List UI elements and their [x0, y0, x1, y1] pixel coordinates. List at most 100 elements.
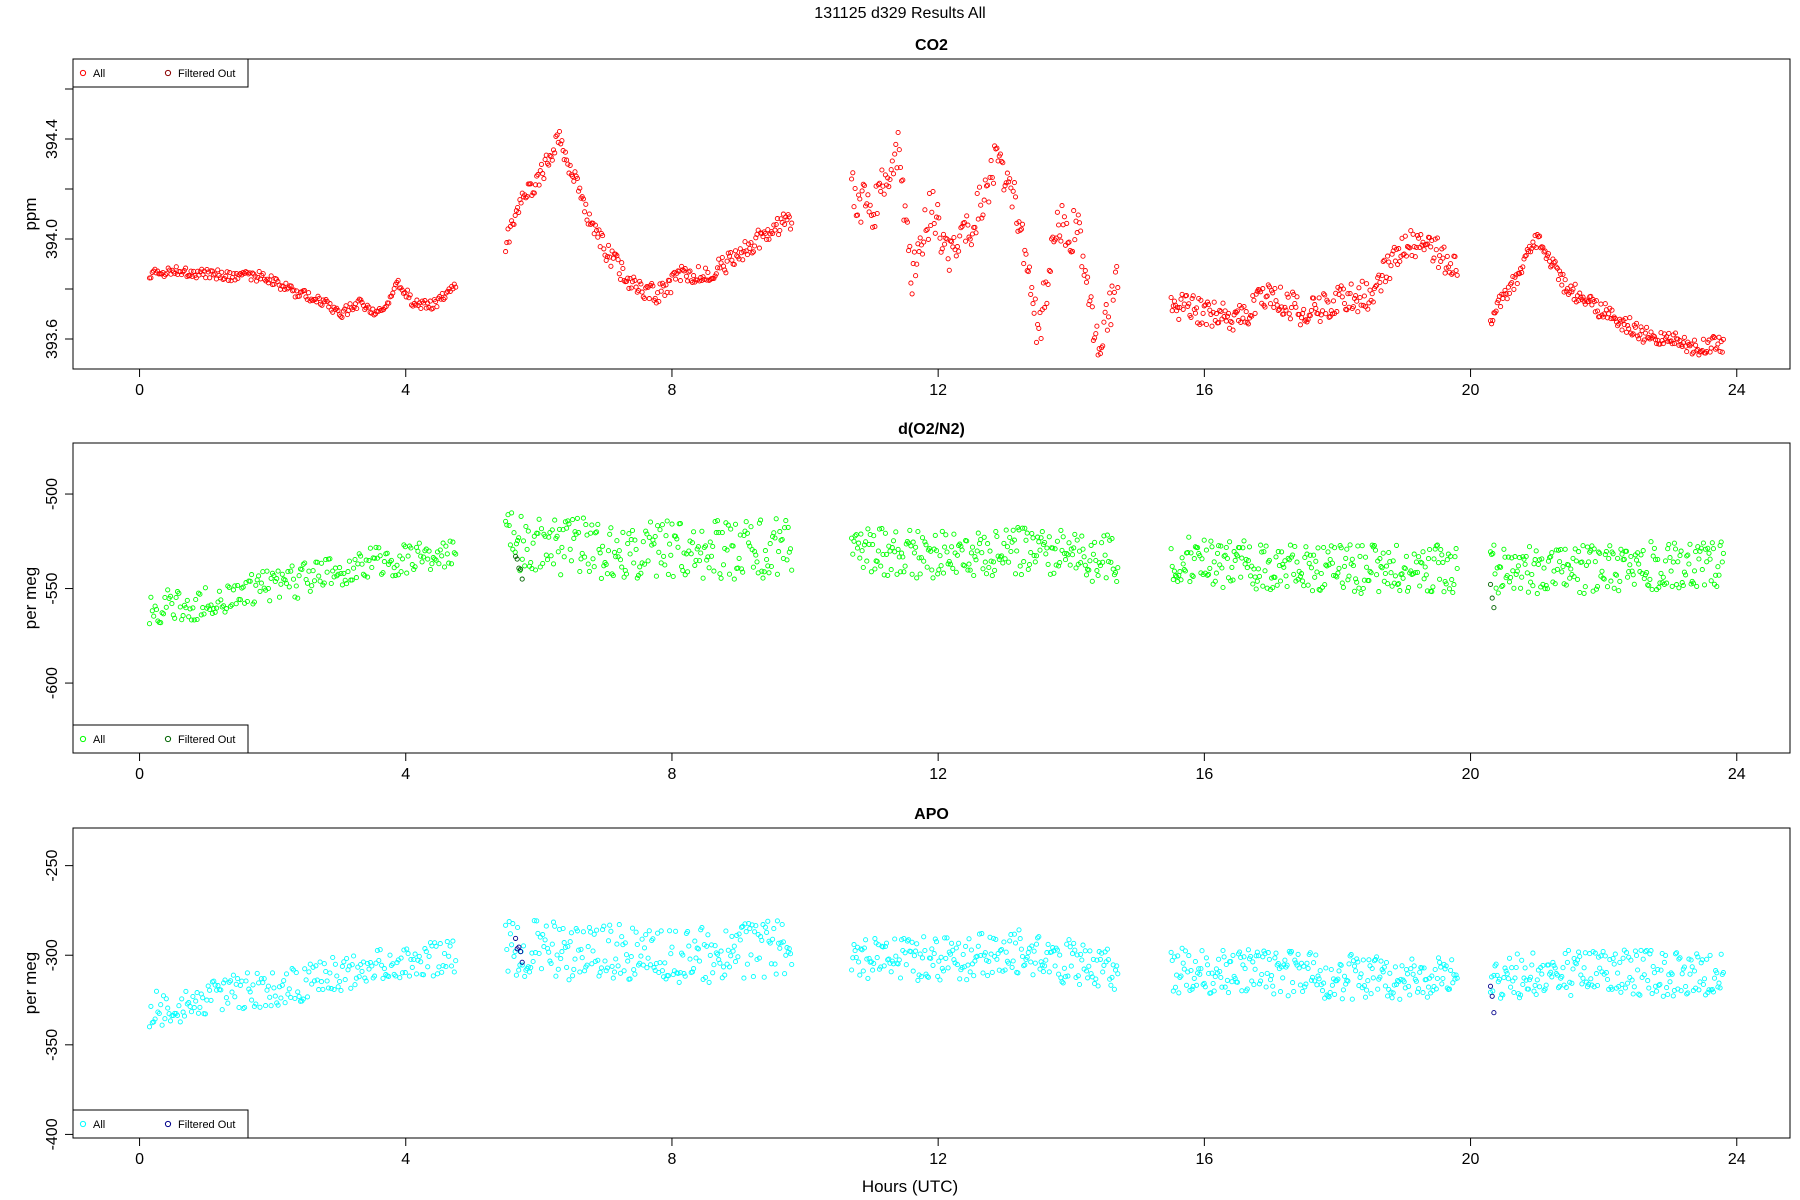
- data-point: [1700, 336, 1706, 342]
- data-point: [1267, 977, 1274, 983]
- data-point: [716, 530, 722, 536]
- data-point: [871, 960, 877, 967]
- data-point: [295, 595, 301, 601]
- data-point: [950, 565, 956, 571]
- data-point: [625, 958, 631, 964]
- data-point: [861, 542, 867, 548]
- data-point: [871, 533, 877, 539]
- data-point: [1104, 327, 1110, 333]
- data-point: [753, 552, 759, 558]
- data-point: [992, 567, 998, 573]
- data-point: [736, 555, 742, 561]
- data-point: [538, 161, 545, 167]
- data-point: [1072, 531, 1078, 537]
- data-point: [1421, 576, 1427, 582]
- data-point: [849, 967, 855, 973]
- data-point: [740, 257, 746, 263]
- data-point: [1630, 331, 1636, 337]
- data-point: [1244, 565, 1250, 571]
- data-point: [1420, 990, 1426, 996]
- data-point: [937, 553, 943, 559]
- data-point: [1189, 986, 1195, 992]
- data-point: [1381, 578, 1387, 584]
- data-point: [1056, 563, 1062, 569]
- data-point: [782, 525, 788, 531]
- data-point: [522, 563, 528, 569]
- data-point: [1516, 995, 1523, 1001]
- data-point: [1213, 311, 1219, 317]
- data-point: [1508, 574, 1514, 581]
- data-point: [1718, 951, 1724, 957]
- data-point: [1172, 984, 1179, 990]
- data-point: [900, 554, 906, 560]
- data-point: [1375, 275, 1381, 281]
- data-point: [687, 268, 693, 274]
- data-point: [226, 584, 232, 590]
- data-point: [714, 951, 721, 957]
- data-point: [1620, 955, 1626, 961]
- data-point: [1056, 971, 1062, 977]
- data-point: [942, 241, 948, 247]
- data-point: [1339, 996, 1345, 1002]
- data-point: [849, 535, 855, 541]
- data-point: [668, 552, 674, 558]
- data-point: [752, 243, 758, 249]
- data-point: [439, 969, 445, 975]
- data-point: [1709, 540, 1715, 546]
- data-point: [616, 548, 622, 554]
- data-point: [868, 212, 874, 218]
- data-point: [777, 529, 783, 535]
- data-point: [1658, 570, 1664, 576]
- data-point: [1705, 990, 1711, 996]
- data-point: [661, 553, 667, 559]
- data-point: [625, 275, 631, 281]
- data-point: [335, 571, 341, 577]
- data-point: [738, 924, 745, 930]
- data-point: [344, 581, 350, 587]
- data-point: [565, 161, 571, 167]
- data-point: [258, 580, 264, 586]
- data-point: [683, 273, 689, 279]
- data-point: [327, 556, 333, 562]
- data-point: [1354, 956, 1360, 962]
- data-point: [1388, 570, 1394, 576]
- data-point: [1026, 562, 1033, 568]
- data-point: [686, 943, 692, 949]
- data-point: [514, 556, 520, 562]
- data-point: [550, 561, 557, 567]
- data-point: [1095, 983, 1101, 989]
- data-point: [427, 566, 434, 573]
- data-point: [926, 545, 933, 552]
- data-point: [433, 557, 439, 563]
- data-point: [1346, 573, 1352, 579]
- data-point: [1717, 348, 1723, 355]
- data-point: [1038, 535, 1044, 541]
- legend-label: All: [93, 68, 105, 80]
- data-point: [732, 959, 739, 965]
- data-point: [1686, 561, 1692, 567]
- data-point: [1642, 949, 1648, 955]
- data-point: [852, 533, 858, 539]
- data-point: [1175, 953, 1181, 959]
- data-point: [651, 965, 657, 971]
- data-point: [409, 562, 415, 568]
- data-point: [1301, 306, 1307, 312]
- data-point: [1358, 590, 1364, 596]
- data-point: [730, 543, 736, 549]
- data-point: [915, 977, 921, 983]
- data-point: [1341, 300, 1348, 307]
- data-point: [1100, 343, 1106, 349]
- data-point: [1372, 283, 1379, 290]
- data-point: [1104, 946, 1110, 952]
- data-point: [403, 294, 409, 300]
- data-point: [148, 1003, 154, 1009]
- data-point: [1242, 966, 1248, 972]
- data-point: [1047, 571, 1053, 577]
- data-point: [910, 968, 916, 974]
- data-point: [1594, 583, 1601, 590]
- data-point: [437, 941, 443, 947]
- data-point: [1234, 308, 1240, 314]
- data-point: [741, 975, 747, 981]
- data-point: [685, 569, 691, 575]
- data-point: [324, 569, 330, 575]
